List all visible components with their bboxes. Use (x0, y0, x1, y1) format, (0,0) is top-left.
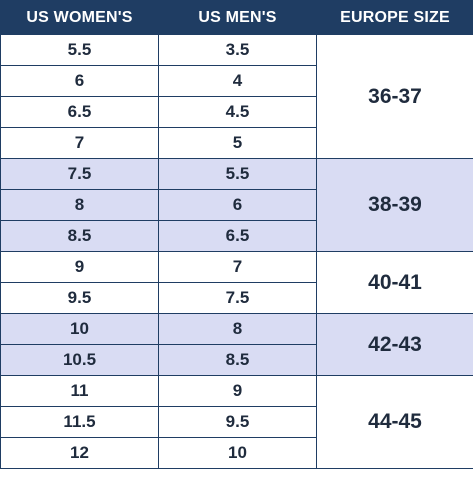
table-row: 11.5 9.5 (0, 406, 473, 438)
us-womens-size-cell: 6.5 (0, 96, 159, 128)
table-row: 6.5 4.5 (0, 96, 473, 128)
us-womens-size-cell: 10.5 (0, 344, 159, 376)
us-mens-size-cell: 5 (158, 127, 317, 159)
us-womens-size-cell: 5.5 (0, 34, 159, 66)
us-mens-size-cell: 5.5 (158, 158, 317, 190)
us-womens-size-cell: 8.5 (0, 220, 159, 252)
us-mens-size-cell: 9 (158, 375, 317, 407)
header-row: US WOMEN'S US MEN'S EUROPE SIZE (0, 0, 473, 35)
table-row: 5.5 3.5 36-37 (0, 34, 473, 159)
us-mens-size-cell: 9.5 (158, 406, 317, 438)
us-womens-size-cell: 7 (0, 127, 159, 159)
us-womens-size-cell: 11.5 (0, 406, 159, 438)
us-womens-size-cell: 6 (0, 65, 159, 97)
table-row: 12 10 (0, 437, 473, 469)
us-mens-size-cell: 8 (158, 313, 317, 345)
us-womens-size-cell: 7.5 (0, 158, 159, 190)
us-mens-size-cell: 7 (158, 251, 317, 283)
us-mens-size-cell: 4 (158, 65, 317, 97)
us-womens-size-cell: 10 (0, 313, 159, 345)
us-mens-size-cell: 6.5 (158, 220, 317, 252)
europe-size-cell: 44-45 (316, 375, 473, 469)
us-mens-size-cell: 6 (158, 189, 317, 221)
us-womens-size-cell: 11 (0, 375, 159, 407)
header-europe-size: EUROPE SIZE (316, 0, 473, 35)
table-body: 5.5 3.5 36-37 6 4 6.5 4.5 7 5 7.5 5.5 38-39 8 6 8.5 6.5… (0, 34, 473, 469)
header-us-mens: US MEN'S (158, 0, 317, 35)
us-womens-size-cell: 9.5 (0, 282, 159, 314)
size-conversion-table: US WOMEN'S US MEN'S EUROPE SIZE 5.5 3.5 36… (0, 0, 473, 469)
us-womens-size-cell: 12 (0, 437, 159, 469)
us-mens-size-cell: 3.5 (158, 34, 317, 66)
us-mens-size-cell: 7.5 (158, 282, 317, 314)
us-mens-size-cell: 10 (158, 437, 317, 469)
table-header: US WOMEN'S US MEN'S EUROPE SIZE (0, 0, 473, 35)
table-row: 11 9 44-45 (0, 375, 473, 469)
header-us-womens: US WOMEN'S (0, 0, 159, 35)
table-row: 10.5 8.5 (0, 344, 473, 376)
us-mens-size-cell: 8.5 (158, 344, 317, 376)
table-row: 9 7 40-41 (0, 251, 473, 314)
table-row: 7.5 5.5 38-39 (0, 158, 473, 252)
table-row: 10 8 42-43 (0, 313, 473, 376)
europe-size-cell: 40-41 (316, 251, 473, 314)
europe-size-cell: 38-39 (316, 158, 473, 252)
us-womens-size-cell: 8 (0, 189, 159, 221)
us-mens-size-cell: 4.5 (158, 96, 317, 128)
us-womens-size-cell: 9 (0, 251, 159, 283)
europe-size-cell: 42-43 (316, 313, 473, 376)
europe-size-cell: 36-37 (316, 34, 473, 159)
